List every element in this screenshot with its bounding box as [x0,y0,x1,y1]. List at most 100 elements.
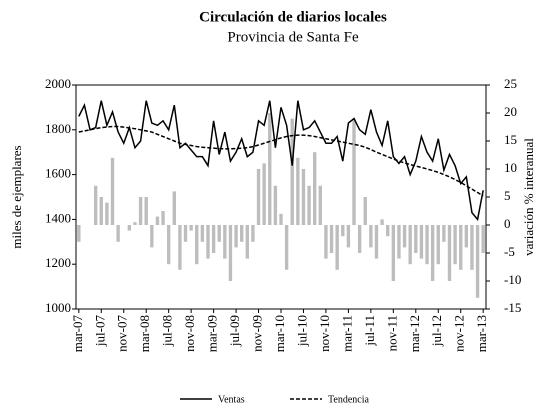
x-tick-label: mar-10 [272,315,287,352]
bar [99,197,103,225]
y2-tick-label: 0 [504,216,511,231]
y-tick-label: 2000 [45,76,71,91]
x-tick-label: nov-08 [182,315,197,352]
bar [346,225,351,248]
bar [425,225,429,265]
x-tick-label: nov-09 [250,315,265,352]
bar [206,225,210,259]
bar [245,225,249,259]
plot-frame [75,84,487,310]
bar [240,225,244,242]
y-tick-label: 1800 [45,121,71,136]
legend-label: Ventas [218,394,245,405]
bar [183,225,188,242]
bar [268,113,272,225]
x-tick-label: jul-11 [362,315,377,347]
y2-tick-label: -15 [504,300,521,315]
bar [284,225,289,270]
bar [279,213,283,225]
bar [442,225,446,242]
legend-label: Tendencia [328,394,370,405]
bar [138,197,143,225]
bar [419,225,424,259]
bar [397,225,401,259]
y-axis-title: miles de ejemplares [9,145,24,248]
bar [324,225,328,259]
bar [256,169,261,225]
y2-tick-label: 10 [504,160,517,175]
bar [228,225,233,281]
bar [93,185,98,225]
y2-tick-label: -10 [504,272,521,287]
bar [195,225,199,265]
bar [77,225,81,242]
bar [290,118,294,225]
y2-axis-title: variación % interanual [521,138,536,256]
bar [329,225,334,253]
bar [217,225,221,242]
x-tick-label: nov-07 [115,315,130,352]
bar [318,185,322,225]
bar [363,197,367,225]
bar [436,225,440,265]
chart-title: Circulación de diarios locales [199,9,387,25]
bar [380,219,384,225]
bar [447,225,452,281]
bar [116,225,120,242]
bar [307,185,311,225]
x-tick-label: mar-11 [339,315,354,352]
bar [262,163,266,225]
bar [357,225,362,253]
y-tick-label: 1200 [45,255,71,270]
y-tick-label: 1400 [45,210,71,225]
bar [161,211,165,225]
bar [341,225,345,237]
bar [430,225,435,281]
bar [475,225,480,298]
x-tick-label: nov-11 [384,315,399,351]
bar [105,202,109,225]
y2-tick-label: 5 [504,188,511,203]
bar [313,152,317,225]
line-series [78,125,484,197]
bar [408,225,412,265]
x-tick-label: nov-12 [452,315,467,352]
bar [369,225,373,248]
bar [335,225,339,270]
y2-tick-label: 25 [504,76,517,91]
bar [144,197,148,225]
x-tick-label: mar-13 [474,315,489,352]
bar [166,225,171,265]
bar [391,225,396,281]
bar [178,225,182,270]
x-tick-label: jul-07 [92,315,107,348]
x-tick-label: jul-09 [227,315,242,347]
x-tick-label: mar-12 [407,315,422,352]
y-tick-label: 1600 [45,166,71,181]
x-tick-label: jul-10 [294,315,309,347]
bar [386,225,390,237]
bar [470,225,474,270]
y-tick-label: 1000 [45,300,71,315]
bar [273,185,278,225]
line-series [78,100,484,222]
x-tick-label: jul-08 [160,315,175,347]
bar [234,225,238,248]
bar [223,225,227,259]
bar [414,225,418,253]
bar [133,222,137,225]
bar [402,225,407,248]
bar [189,225,193,231]
bar [251,225,255,242]
y2-tick-label: 15 [504,132,517,147]
bar [374,225,379,259]
bar [481,225,485,253]
y2-tick-label: -5 [504,244,515,259]
bar [155,216,160,225]
chart-subtitle: Provincia de Santa Fe [227,29,359,45]
bar [172,191,176,225]
bar [296,157,300,225]
bar [200,225,205,242]
bar [352,118,356,225]
